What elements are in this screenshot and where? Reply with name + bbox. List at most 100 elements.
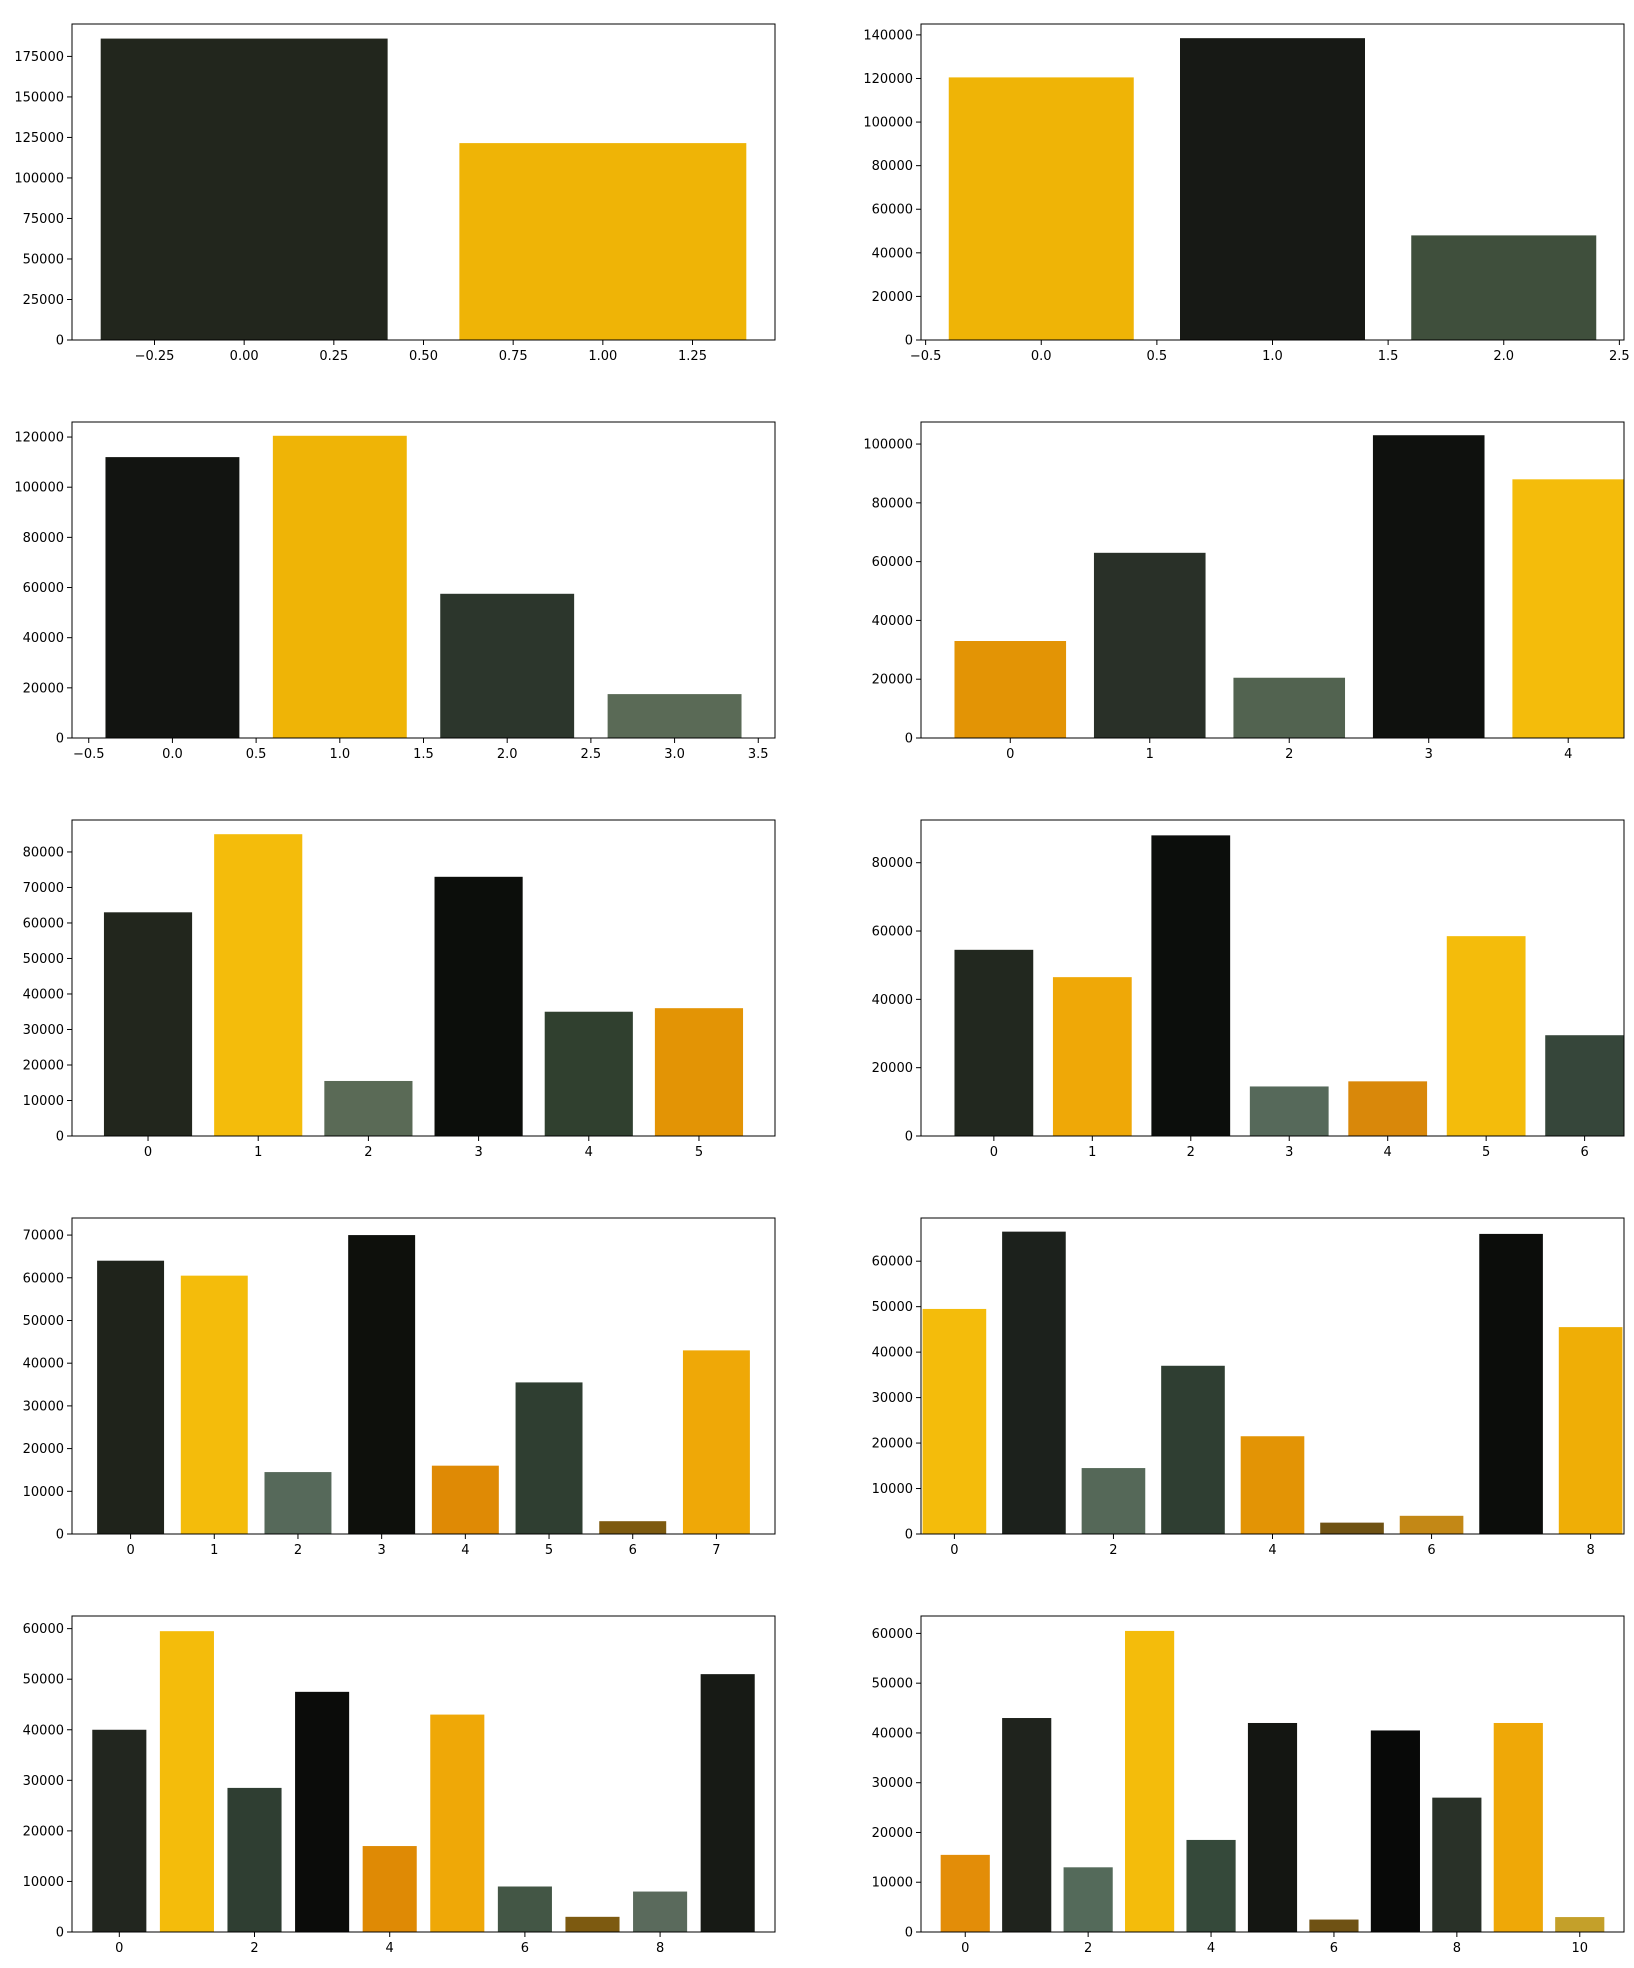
x-tick-label: 0.75 [499,349,528,364]
bar [97,1260,165,1534]
y-tick-label: 0 [56,1130,64,1145]
bar [459,143,747,340]
y-tick-label: 30000 [23,1774,64,1789]
x-tick-label: 1 [210,1543,218,1558]
x-tick-label: 2.5 [1609,349,1630,364]
x-tick-label: 2 [1187,1145,1195,1160]
bar [515,1382,583,1534]
y-tick-label: 20000 [872,1437,913,1452]
bar [1432,1797,1482,1932]
bar [1411,235,1597,340]
x-tick-label: 6 [1580,1145,1588,1160]
chart-panel: 0 10000 20000 30000 40000 50000 60000 0 2 4 6 8 10 [872,1615,1625,1956]
x-tick-label: 3 [474,1145,482,1160]
x-tick-label: 0 [950,1543,958,1558]
bar [565,1916,620,1932]
y-tick-label: 30000 [872,1391,913,1406]
bar [1233,677,1346,738]
bar [1093,552,1206,738]
x-tick-label: −0.5 [73,747,105,762]
axes-frame [71,819,776,1137]
bar [1348,1081,1428,1136]
x-tick-label: 1.25 [678,349,707,364]
y-tick-label: 60000 [872,1255,913,1270]
y-tick-label: 0 [905,334,913,349]
bar [1372,435,1485,738]
x-tick-label: 0 [961,1941,969,1956]
y-tick-label: 10000 [23,1485,64,1500]
bar [1125,1630,1175,1932]
x-tick-label: 10 [1571,1941,1588,1956]
x-tick-label: 3 [378,1543,386,1558]
bar [922,1308,987,1534]
x-tick-label: 4 [1384,1145,1392,1160]
y-tick-label: 80000 [23,531,64,546]
y-tick-label: 0 [905,1130,913,1145]
bar [607,694,742,738]
y-tick-label: 70000 [23,881,64,896]
y-tick-label: 80000 [872,159,913,174]
x-tick-label: 8 [1586,1543,1594,1558]
bar [599,1521,667,1534]
y-tick-label: 10000 [872,1876,913,1891]
x-tick-label: 3.0 [664,747,685,762]
y-tick-label: 25000 [23,293,64,308]
y-tick-label: 10000 [23,1875,64,1890]
bar [1446,936,1526,1136]
x-tick-label: 0 [144,1145,152,1160]
bar [654,1008,744,1136]
chart-panel: 0 10000 20000 30000 40000 50000 60000 70000 8000… [23,819,776,1160]
x-tick-label: 2.0 [497,747,518,762]
x-tick-label: 2.0 [1493,349,1514,364]
bar [103,912,193,1136]
y-tick-label: 40000 [872,614,913,629]
bar [105,457,240,738]
y-tick-label: 120000 [14,431,64,446]
x-tick-label: 5 [545,1543,553,1558]
y-tick-label: 60000 [872,1627,913,1642]
y-tick-label: 60000 [23,581,64,596]
x-tick-label: 7 [712,1543,720,1558]
x-tick-label: 4 [1207,1941,1215,1956]
bar [324,1080,413,1136]
x-tick-label: 4 [461,1543,469,1558]
y-tick-label: 175000 [14,50,64,65]
x-tick-label: 5 [1482,1145,1490,1160]
bar [544,1011,633,1136]
x-tick-label: 0.00 [230,349,259,364]
y-tick-label: 10000 [872,1482,913,1497]
y-tick-label: 140000 [863,28,913,43]
y-tick-label: 75000 [23,212,64,227]
bar [431,1465,499,1534]
chart-panel: 0 10000 20000 30000 40000 50000 60000 70000 0 1 2 3… [23,1217,776,1558]
bar [948,77,1134,340]
x-tick-label: 0 [1006,747,1014,762]
bar [1558,1327,1623,1534]
x-tick-label: 6 [629,1543,637,1558]
x-tick-label: 6 [1330,1941,1338,1956]
y-tick-label: 150000 [14,90,64,105]
y-tick-label: 50000 [23,952,64,967]
y-tick-label: 20000 [872,1826,913,1841]
y-tick-label: 20000 [23,681,64,696]
bar [940,1854,990,1932]
axes-frame [71,1615,776,1933]
y-tick-label: 0 [56,732,64,747]
bar [954,641,1067,738]
bar [1002,1231,1066,1534]
x-tick-label: 1.5 [413,747,434,762]
y-tick-label: 100000 [14,171,64,186]
y-tick-label: 80000 [872,856,913,871]
bar [1370,1730,1420,1932]
bar [1180,38,1365,341]
bar [92,1729,147,1932]
y-tick-label: 40000 [872,993,913,1008]
x-tick-label: 0.5 [246,747,267,762]
y-tick-label: 40000 [872,246,913,261]
chart-panel: 0 25000 50000 75000 100000 125000 150000 175000… [14,23,776,364]
bar [1161,1365,1225,1534]
x-tick-label: 0.50 [409,349,438,364]
bar [1063,1867,1113,1932]
y-tick-label: 20000 [23,1824,64,1839]
